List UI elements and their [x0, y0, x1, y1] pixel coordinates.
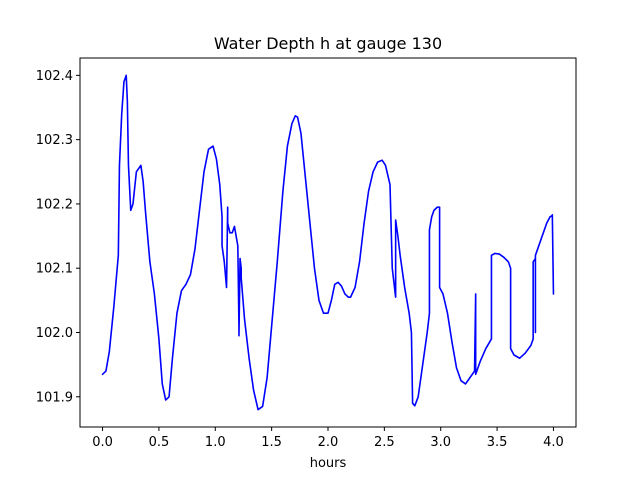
y-tick-label: 102.4	[36, 69, 73, 84]
chart-title: Water Depth h at gauge 130	[214, 34, 442, 53]
x-tick-label: 3.5	[487, 435, 508, 450]
x-axis-label: hours	[310, 456, 347, 471]
x-tick-label: 0.5	[149, 435, 170, 450]
x-tick-label: 4.0	[543, 435, 564, 450]
y-tick-label: 102.1	[36, 262, 73, 277]
x-tick-label: 1.5	[261, 435, 282, 450]
y-tick-label: 102.3	[36, 133, 73, 148]
y-tick-label: 102.2	[36, 197, 73, 212]
x-tick-label: 2.0	[318, 435, 339, 450]
x-tick-label: 1.0	[205, 435, 226, 450]
y-tick-label: 102.0	[36, 326, 73, 341]
x-tick-label: 0.0	[92, 435, 113, 450]
y-tick-label: 101.9	[36, 390, 73, 405]
x-tick-label: 2.5	[374, 435, 395, 450]
series-line	[101, 74, 555, 411]
x-tick-label: 3.0	[430, 435, 451, 450]
plot-area: 0.0 0.5 1.0 1.5 2.0 2.5 3.0 3.5 4.0 101.9 102.0 102…	[36, 57, 577, 450]
